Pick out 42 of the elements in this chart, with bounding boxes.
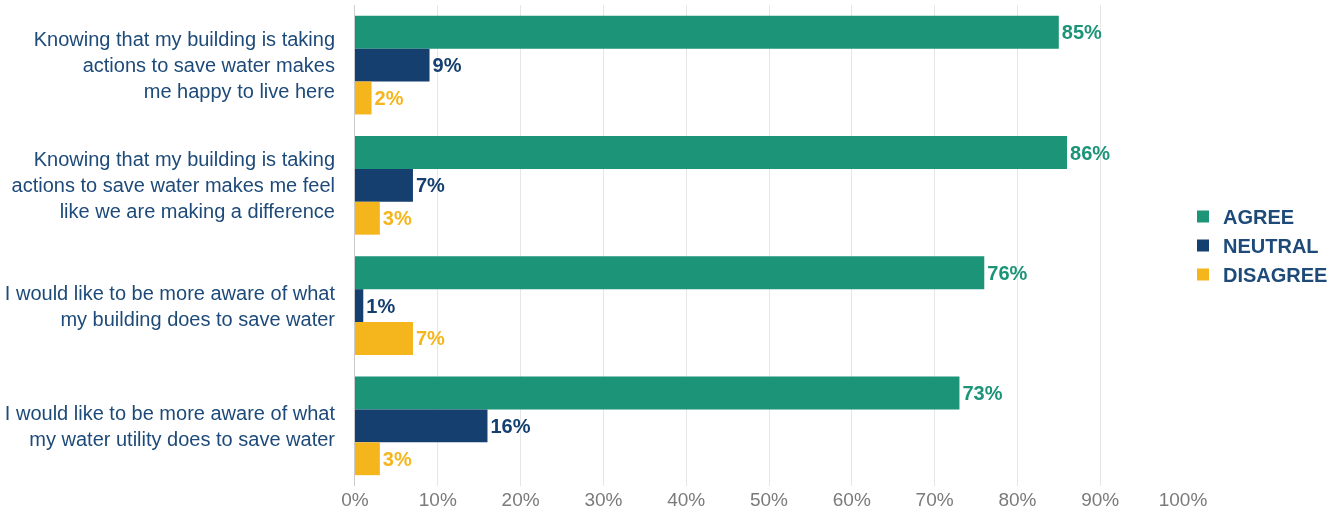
y-tick-label: Knowing that my building is taking actions to save water makes me feel like we are making a difference (11, 148, 335, 223)
x-tick-label: 40% (667, 489, 706, 510)
bar (355, 81, 372, 115)
x-tick-label: 10% (418, 489, 457, 510)
x-tick-label: 50% (749, 489, 789, 510)
bar (355, 168, 413, 202)
data-label: 9% (432, 54, 462, 77)
bar (355, 48, 430, 82)
y-tick-label: Knowing that my building is taking actions to save water makes me happy to live here (33, 28, 335, 103)
legend-label: AGREE (1223, 206, 1295, 229)
data-label: 3% (382, 447, 412, 470)
data-label: 2% (374, 87, 404, 109)
y-tick-label: I would like to be more aware of what my water utility does to save water (4, 401, 336, 450)
x-tick-label: 80% (998, 489, 1037, 510)
x-tick-label: 0% (341, 489, 369, 510)
data-label: 16% (490, 414, 531, 437)
data-label: 76% (987, 261, 1028, 284)
x-tick-label: 70% (915, 489, 954, 510)
bar (355, 322, 413, 355)
legend-label: NEUTRAL (1223, 235, 1319, 258)
x-tick-label: 20% (501, 489, 540, 510)
bar (355, 256, 985, 290)
x-tick-label: 30% (584, 489, 623, 510)
data-label: 1% (366, 294, 396, 317)
data-label: 85% (1061, 21, 1103, 44)
legend-label: DISAGREE (1223, 264, 1328, 287)
x-tick-label: 60% (832, 489, 871, 510)
bar (355, 136, 1068, 169)
bar (355, 409, 488, 443)
data-label: 86% (1070, 141, 1111, 164)
bar (355, 442, 380, 476)
bar (355, 289, 364, 323)
y-tick-label: I would like to be more aware of what my building does to save water (4, 281, 336, 330)
data-label: 7% (415, 174, 446, 197)
data-label: 73% (962, 382, 1003, 405)
data-label: 3% (382, 207, 412, 230)
x-tick-label: 90% (1081, 489, 1120, 510)
bar (355, 376, 960, 410)
x-tick-label: 100% (1158, 489, 1208, 510)
bar (355, 15, 1059, 49)
data-label: 7% (415, 327, 446, 350)
bar (355, 201, 380, 235)
